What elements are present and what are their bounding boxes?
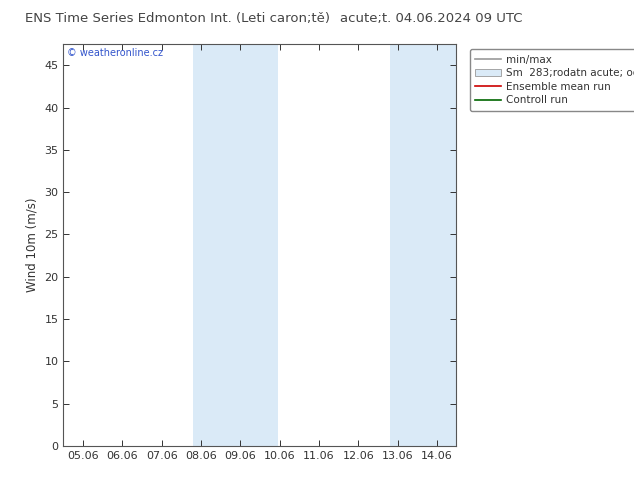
Y-axis label: Wind 10m (m/s): Wind 10m (m/s) — [26, 198, 39, 292]
Text: © weatheronline.cz: © weatheronline.cz — [67, 48, 164, 58]
Bar — [390, 44, 456, 446]
Text: ENS Time Series Edmonton Int. (Leti caron;tě): ENS Time Series Edmonton Int. (Leti caro… — [25, 12, 330, 25]
Bar — [193, 44, 278, 446]
Text: acute;t. 04.06.2024 09 UTC: acute;t. 04.06.2024 09 UTC — [340, 12, 522, 25]
Legend: min/max, Sm  283;rodatn acute; odchylka, Ensemble mean run, Controll run: min/max, Sm 283;rodatn acute; odchylka, … — [470, 49, 634, 111]
